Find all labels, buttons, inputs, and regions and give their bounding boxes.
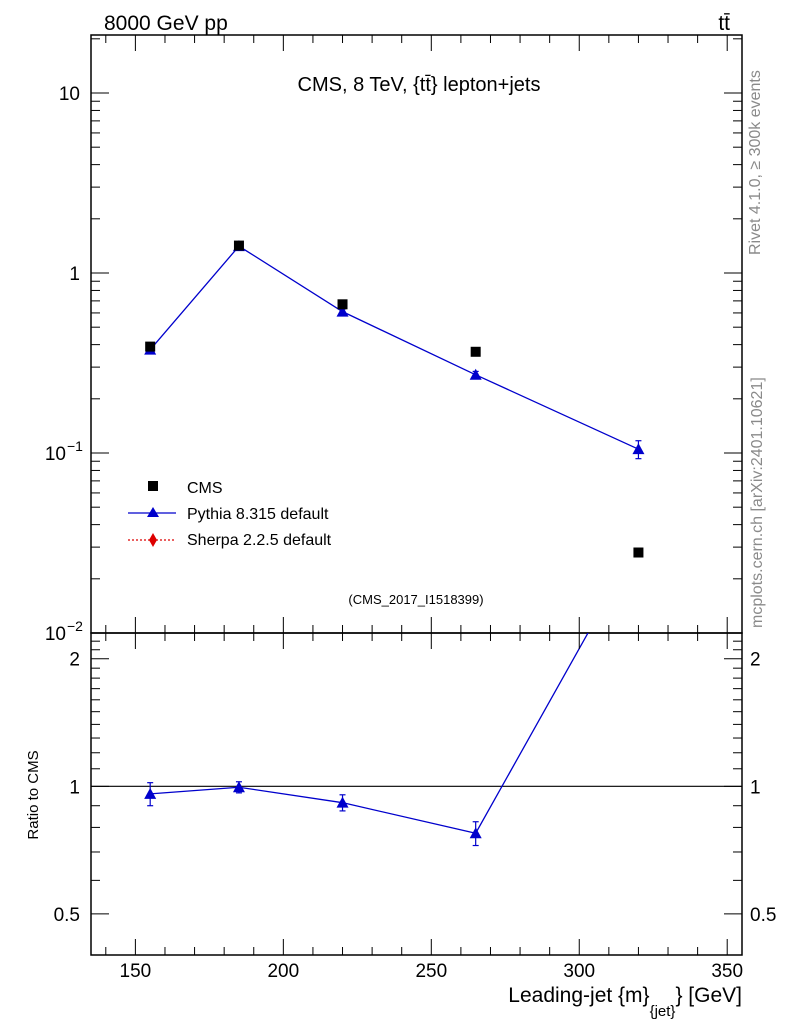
x-tick-label: 350 — [711, 961, 743, 982]
pythia-point — [632, 443, 645, 455]
legend-label-sherpa: Sherpa 2.2.5 default — [187, 532, 332, 549]
analysis-id: (CMS_2017_I1518399) — [348, 592, 483, 607]
x-tick-label: 300 — [563, 961, 595, 982]
cms-data-point — [145, 341, 156, 352]
ratio-panel: Ratio to CMS 2 2 1 1 0.5 0.5 — [25, 632, 776, 956]
y-tick-label-ratio-right: 0.5 — [750, 905, 776, 926]
main-panel: CMS, 8 TeV, {tt̄} lepton+jets (CMS_2017_… — [45, 34, 743, 645]
y-tick-label-ratio-left: 1 — [69, 777, 80, 798]
y-tick-label-ratio-left: 2 — [69, 650, 80, 671]
y-tick-label-main: 1 — [69, 264, 80, 285]
x-axis-label-subscript: {jet} — [650, 1003, 676, 1020]
legend-label-pythia: Pythia 8.315 default — [187, 506, 329, 523]
pythia-point — [469, 368, 482, 380]
legend-entry-sherpa: Sherpa 2.2.5 default — [128, 532, 332, 549]
x-tick-label: 150 — [120, 961, 152, 982]
pythia-point — [336, 305, 349, 317]
legend-label-cms: CMS — [187, 480, 223, 497]
legend-entry-pythia: Pythia 8.315 default — [128, 506, 329, 523]
x-axis-label-suffix: } [GeV] — [675, 984, 742, 1007]
x-axis-label: Leading-jet {m}{jet}} [GeV] — [508, 984, 742, 1020]
y-tick-label-exponent: −2 — [67, 618, 83, 634]
ratio-ticks: 2 2 1 1 0.5 0.5 — [54, 640, 776, 956]
energy-label: 8000 GeV pp — [104, 12, 228, 35]
x-tick-label: 200 — [267, 961, 299, 982]
ratio-point — [469, 827, 482, 839]
ratio-clipped-group — [144, 633, 589, 847]
cms-data-point — [337, 299, 348, 310]
y-tick-label-ratio-right: 1 — [750, 777, 761, 798]
ratio-point — [336, 796, 349, 808]
x-axis-label-prefix: Leading-jet {m} — [508, 984, 649, 1007]
y-tick-label-ratio-left: 0.5 — [54, 905, 80, 926]
svg-text:Leading-jet {m}{jet}} [GeV]: Leading-jet {m}{jet}} [GeV] — [508, 984, 742, 1020]
y-tick-label-ratio-right: 2 — [750, 650, 761, 671]
y-tick-label-main: 10 — [45, 624, 66, 645]
process-label: tt̄ — [718, 12, 730, 35]
x-tick-label: 250 — [415, 961, 447, 982]
cms-data-point — [470, 346, 481, 357]
main-series — [144, 240, 645, 558]
cms-data-point — [633, 547, 644, 558]
legend: CMS Pythia 8.315 default Sherpa 2.2.5 de… — [128, 480, 332, 549]
ratio-frame — [90, 632, 743, 956]
main-title: CMS, 8 TeV, {tt̄} lepton+jets — [298, 74, 541, 96]
legend-marker-sherpa — [149, 533, 157, 547]
pythia-line — [149, 245, 639, 450]
y-tick-label-main: 10 — [59, 84, 80, 105]
legend-marker-cms — [148, 481, 158, 491]
mcplots-url-label: mcplots.cern.ch [arXiv:2401.10621] — [749, 377, 766, 628]
y-tick-label-exponent: −1 — [67, 438, 83, 454]
ratio-pythia-line — [150, 633, 589, 834]
ratio-series — [144, 633, 589, 847]
ratio-point — [232, 781, 245, 793]
ratio-y-axis-label: Ratio to CMS — [25, 750, 42, 839]
ratio-point — [144, 787, 157, 799]
rivet-version-label: Rivet 4.1.0, ≥ 300k events — [747, 70, 764, 255]
x-axis: 150 200 250 300 350 — [105, 35, 743, 982]
legend-marker-pythia — [147, 507, 159, 517]
y-tick-label-main: 10 — [45, 444, 66, 465]
legend-entry-cms: CMS — [148, 480, 223, 497]
cms-data-point — [233, 240, 244, 251]
